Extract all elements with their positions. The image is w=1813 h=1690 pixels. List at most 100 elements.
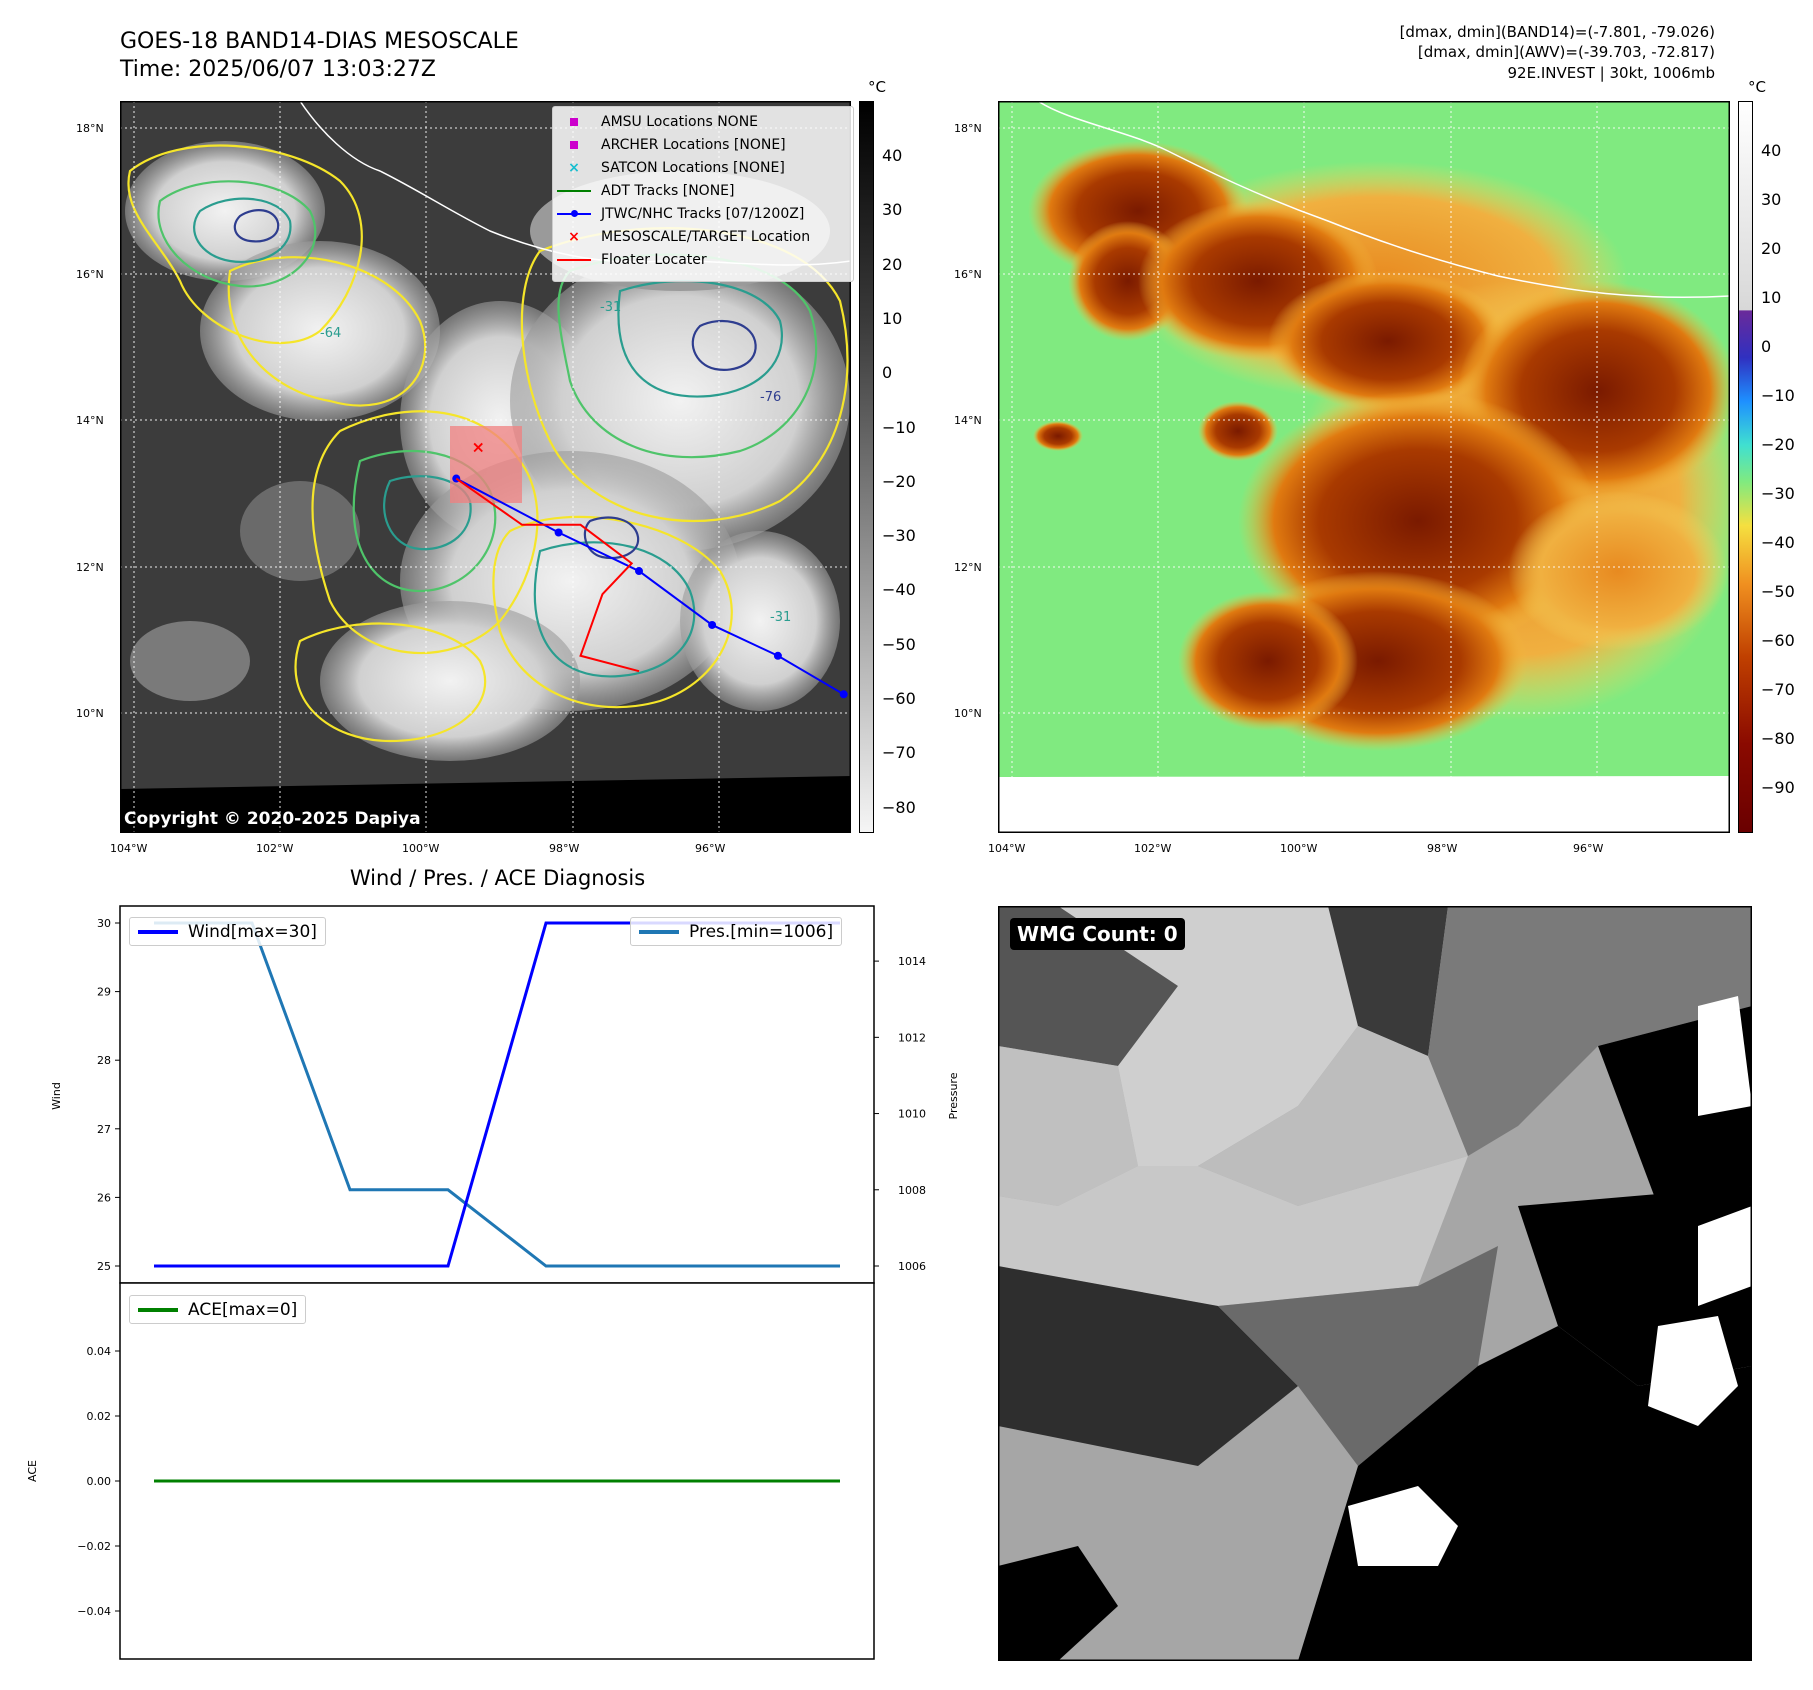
- colorbar-tick: 10: [1761, 288, 1782, 307]
- colorbar-tick: 0: [1761, 337, 1772, 356]
- legend-item: JTWC/NHC Tracks [07/1200Z]: [557, 202, 849, 225]
- colorbar-tick: −10: [882, 417, 916, 437]
- colorbar-tick: 30: [882, 200, 903, 220]
- colorbar-tick: 0: [882, 363, 893, 383]
- colorbar-right-unit: °C: [1748, 78, 1766, 96]
- lat-label: 16°N: [76, 268, 104, 281]
- legend-label: SATCON Locations [NONE]: [601, 159, 785, 176]
- pressure-ytick-label: 1008: [898, 1184, 926, 1197]
- awv-nodata-strip: [998, 776, 1730, 833]
- lon-label: 98°W: [1427, 842, 1458, 855]
- contour-label: -31: [770, 610, 791, 625]
- awv-gridlines: [998, 101, 1730, 833]
- legend-label: AMSU Locations NONE: [601, 113, 759, 130]
- colorbar-tick: −50: [882, 634, 916, 654]
- contour-label: -31: [600, 300, 621, 315]
- colorbar-tick: −80: [1761, 729, 1795, 748]
- legend-label: MESOSCALE/TARGET Location: [601, 228, 811, 245]
- pressure-series-line: [154, 921, 840, 1268]
- legend-label: ADT Tracks [NONE]: [601, 182, 735, 199]
- legend-marker: [557, 252, 591, 268]
- pressure-legend-line: [639, 929, 679, 934]
- pressure-legend: Pres.[min=1006]: [630, 917, 843, 946]
- wind-legend-label: Wind[max=30]: [188, 921, 317, 942]
- lat-label: 12°N: [76, 561, 104, 574]
- legend-marker: [557, 183, 591, 199]
- colorbar-tick: −40: [882, 580, 916, 600]
- floater-track-line: [455, 477, 640, 673]
- jtwc-track-point: [773, 651, 782, 660]
- ace-legend: ACE[max=0]: [129, 1295, 307, 1324]
- ace-ylabel: ACE: [26, 1460, 39, 1482]
- legend-item: ADT Tracks [NONE]: [557, 179, 849, 202]
- colorbar-tick: −90: [1761, 778, 1795, 797]
- figure-time: Time: 2025/06/07 13:03:27Z: [120, 57, 436, 82]
- legend-item: × SATCON Locations [NONE]: [557, 156, 849, 179]
- lon-label: 98°W: [549, 842, 580, 855]
- colorbar-left: [859, 101, 874, 833]
- wmg-count-badge: WMG Count: 0: [1010, 918, 1185, 950]
- contour-label: -76: [760, 390, 781, 405]
- legend-item: ARCHER Locations [NONE]: [557, 133, 849, 156]
- info-storm: 92E.INVEST | 30kt, 1006mb: [1507, 64, 1716, 82]
- lon-label: 102°W: [1134, 842, 1172, 855]
- legend-marker: ×: [568, 159, 580, 176]
- lat-label: 14°N: [76, 414, 104, 427]
- target-x-marker: ×: [471, 438, 484, 457]
- colorbar-tick: −50: [1761, 582, 1795, 601]
- lon-label: 104°W: [110, 842, 148, 855]
- pressure-legend-label: Pres.[min=1006]: [689, 921, 834, 942]
- colorbar-tick: −10: [1761, 386, 1795, 405]
- colorbar-tick: −70: [882, 743, 916, 763]
- wind-ytick-label: 30: [97, 917, 111, 930]
- info-band14-range: [dmax, dmin](BAND14)=(-7.801, -79.026): [1399, 23, 1715, 41]
- figure-title: GOES-18 BAND14-DIAS MESOSCALE: [120, 29, 519, 54]
- map-legend: AMSU Locations NONE ARCHER Locations [NON…: [552, 106, 854, 282]
- wind-ytick-label: 26: [97, 1191, 111, 1204]
- colorbar-tick: −20: [882, 471, 916, 491]
- jtwc-track-point: [708, 620, 717, 629]
- colorbar-tick: −80: [882, 797, 916, 817]
- awv-field: [1028, 141, 1730, 751]
- colorbar-tick: −20: [1761, 435, 1795, 454]
- wind-ytick-label: 25: [97, 1260, 111, 1273]
- ace-legend-label: ACE[max=0]: [188, 1299, 298, 1320]
- copyright: Copyright © 2020-2025 Dapiya: [124, 809, 421, 829]
- pressure-ytick-label: 1010: [898, 1108, 926, 1121]
- lat-label: 14°N: [954, 414, 982, 427]
- jtwc-track-point: [635, 567, 644, 576]
- floater-track: [455, 477, 640, 673]
- colorbar-tick: 40: [1761, 141, 1782, 160]
- colorbar-left-unit: °C: [868, 78, 886, 96]
- pressure-ytick-label: 1006: [898, 1260, 926, 1273]
- legend-marker: [557, 114, 591, 130]
- wind-ylabel: Wind: [50, 1082, 63, 1110]
- lat-label: 10°N: [954, 707, 982, 720]
- lon-label: 100°W: [1280, 842, 1318, 855]
- lat-label: 16°N: [954, 268, 982, 281]
- colorbar-tick: −60: [1761, 631, 1795, 650]
- colorbar-tick: −70: [1761, 680, 1795, 699]
- colorbar-tick: 20: [882, 254, 903, 274]
- legend-marker: [557, 137, 591, 153]
- wind-legend: Wind[max=30]: [129, 917, 326, 946]
- colorbar-left-ticks: 40 30 20 10 0 −10 −20 −30 −40 −50 −60 −70 −80: [876, 101, 936, 833]
- ace-ytick-label: 0.02: [87, 1410, 112, 1423]
- jtwc-track: [452, 474, 848, 699]
- wind-ytick-label: 28: [97, 1054, 111, 1067]
- lat-label: 18°N: [954, 122, 982, 135]
- ace-legend-line: [138, 1307, 178, 1312]
- ir-nodata-strip: [120, 776, 851, 833]
- wmg-panel: [998, 906, 1752, 1661]
- ace-ytick-label: −0.04: [77, 1605, 111, 1618]
- mesoscale-target-box: [450, 426, 522, 503]
- awv-map-panel: [998, 101, 1730, 833]
- pressure-yaxis: 1014 1012 1010 1008 1006: [874, 955, 926, 1273]
- pressure-ytick-label: 1014: [898, 955, 926, 968]
- wind-legend-line: [138, 929, 178, 934]
- lon-label: 100°W: [402, 842, 440, 855]
- info-awv-range: [dmax, dmin](AWV)=(-39.703, -72.817): [1417, 43, 1715, 61]
- colorbar-tick: −40: [1761, 533, 1795, 552]
- lat-label: 12°N: [954, 561, 982, 574]
